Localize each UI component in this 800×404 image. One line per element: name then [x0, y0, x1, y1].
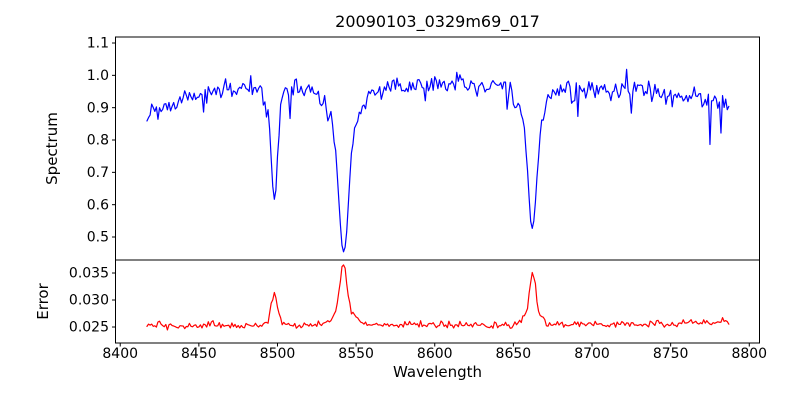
chart-title: 20090103_0329m69_017 — [335, 12, 540, 32]
x-tick-label: 8500 — [260, 346, 296, 362]
error-line — [146, 264, 730, 331]
x-axis-label: Wavelength — [393, 363, 482, 381]
y-tick-label: 0.5 — [87, 230, 109, 246]
x-tick-label: 8800 — [731, 346, 767, 362]
y-tick-label: 0.035 — [69, 266, 109, 282]
tick-labels: 8400 8450 8500 8550 8600 8650 8700 8750 8800 0.5 0… — [69, 36, 767, 362]
x-tick-label: 8450 — [181, 346, 217, 362]
x-tick-label: 8550 — [338, 346, 374, 362]
x-tick-label: 8700 — [574, 346, 610, 362]
y-tick-label: 0.9 — [87, 100, 109, 116]
error-panel-frame — [115, 259, 760, 344]
y-tick-label: 0.7 — [87, 165, 109, 181]
spectrum-y-axis-label: Spectrum — [43, 112, 61, 185]
x-tick-label: 8400 — [102, 346, 138, 362]
x-tick-label: 8650 — [496, 346, 532, 362]
y-tick-label: 1.0 — [87, 68, 109, 84]
y-tick-label: 0.8 — [87, 133, 109, 149]
y-tick-label: 0.030 — [69, 293, 109, 309]
x-tick-label: 8750 — [653, 346, 689, 362]
error-y-axis-label: Error — [34, 282, 52, 319]
spectrum-line — [146, 68, 730, 253]
y-tick-label: 0.025 — [69, 320, 109, 336]
tick-marks — [112, 42, 750, 347]
x-tick-label: 8600 — [417, 346, 453, 362]
y-tick-label: 0.6 — [87, 197, 109, 213]
y-tick-label: 1.1 — [87, 36, 109, 52]
